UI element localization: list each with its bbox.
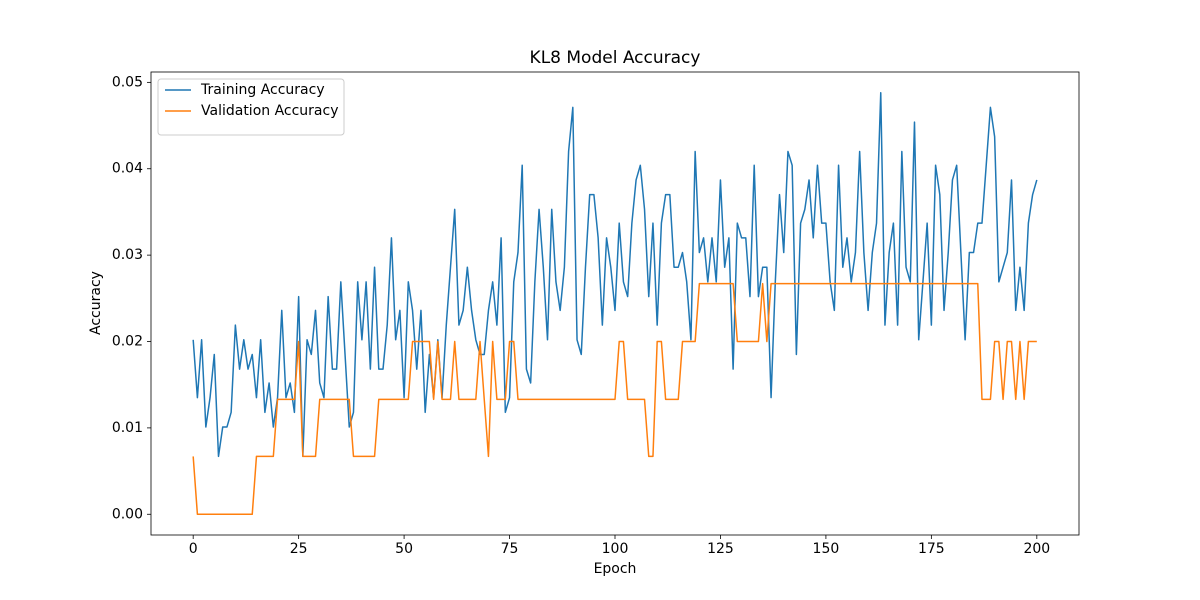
y-tick-label: 0.00 xyxy=(112,506,143,522)
x-tick-label: 100 xyxy=(602,541,629,557)
x-tick-label: 150 xyxy=(813,541,840,557)
x-tick-label: 200 xyxy=(1023,541,1050,557)
x-tick-label: 25 xyxy=(290,541,308,557)
x-axis-label: Epoch xyxy=(594,561,637,577)
y-tick-label: 0.01 xyxy=(112,420,143,436)
x-tick-label: 0 xyxy=(189,541,198,557)
legend-box xyxy=(157,78,345,136)
x-tick-label: 125 xyxy=(707,541,734,557)
y-tick-label: 0.02 xyxy=(112,334,143,350)
plot-frame xyxy=(150,71,1080,536)
y-tick-label: 0.04 xyxy=(112,161,143,177)
x-tick-label: 50 xyxy=(395,541,413,557)
data-line xyxy=(192,282,1037,516)
x-tick-label: 175 xyxy=(918,541,945,557)
y-tick-label: 0.03 xyxy=(112,247,143,263)
y-axis-label: Accuracy xyxy=(88,271,104,335)
data-line xyxy=(192,91,1038,458)
legend-label: Validation Accuracy xyxy=(201,103,339,119)
chart-title: KL8 Model Accuracy xyxy=(530,48,701,68)
x-tick-label: 75 xyxy=(501,541,519,557)
legend-label: Training Accuracy xyxy=(200,82,325,98)
y-tick-label: 0.05 xyxy=(112,74,143,90)
